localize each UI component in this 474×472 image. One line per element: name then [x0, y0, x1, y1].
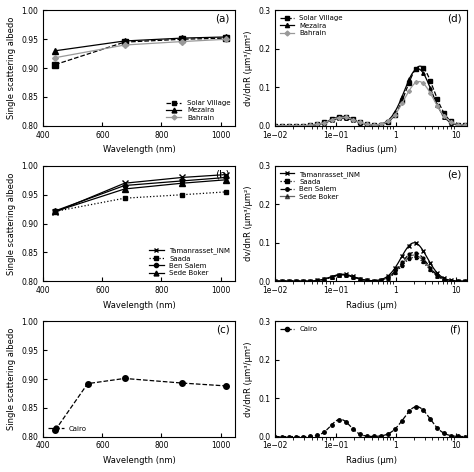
X-axis label: Wavelength (nm): Wavelength (nm) — [103, 301, 176, 310]
X-axis label: Radius (μm): Radius (μm) — [346, 301, 397, 310]
Text: (e): (e) — [447, 169, 461, 179]
Legend: Tamanrasset_INM, Saada, Ben Salem, Sede Boker: Tamanrasset_INM, Saada, Ben Salem, Sede … — [147, 246, 232, 278]
Legend: Tamanrasset_INM, Saada, Ben Salem, Sede Boker: Tamanrasset_INM, Saada, Ben Salem, Sede … — [279, 169, 362, 201]
Y-axis label: Single scattering albedo: Single scattering albedo — [7, 17, 16, 119]
Legend: Solar Village, Mezaira, Bahrain: Solar Village, Mezaira, Bahrain — [164, 99, 232, 122]
Y-axis label: Single scattering albedo: Single scattering albedo — [7, 172, 16, 275]
X-axis label: Radius (μm): Radius (μm) — [346, 456, 397, 465]
Legend: Solar Village, Mezaira, Bahrain: Solar Village, Mezaira, Bahrain — [279, 14, 344, 37]
Y-axis label: dv/dnR (μm³/μm²): dv/dnR (μm³/μm²) — [244, 30, 253, 106]
Y-axis label: dv/dnR (μm³/μm²): dv/dnR (μm³/μm²) — [244, 341, 253, 417]
Y-axis label: Single scattering albedo: Single scattering albedo — [7, 328, 16, 430]
Y-axis label: dv/dnR (μm³/μm²): dv/dnR (μm³/μm²) — [244, 186, 253, 261]
Text: (f): (f) — [449, 325, 461, 335]
X-axis label: Wavelength (nm): Wavelength (nm) — [103, 145, 176, 154]
Text: (b): (b) — [215, 169, 229, 179]
X-axis label: Wavelength (nm): Wavelength (nm) — [103, 456, 176, 465]
Legend: Cairo: Cairo — [47, 424, 89, 433]
Legend: Cairo: Cairo — [279, 325, 319, 334]
Text: (d): (d) — [447, 14, 461, 24]
X-axis label: Radius (μm): Radius (μm) — [346, 145, 397, 154]
Text: (c): (c) — [216, 325, 229, 335]
Text: (a): (a) — [215, 14, 229, 24]
